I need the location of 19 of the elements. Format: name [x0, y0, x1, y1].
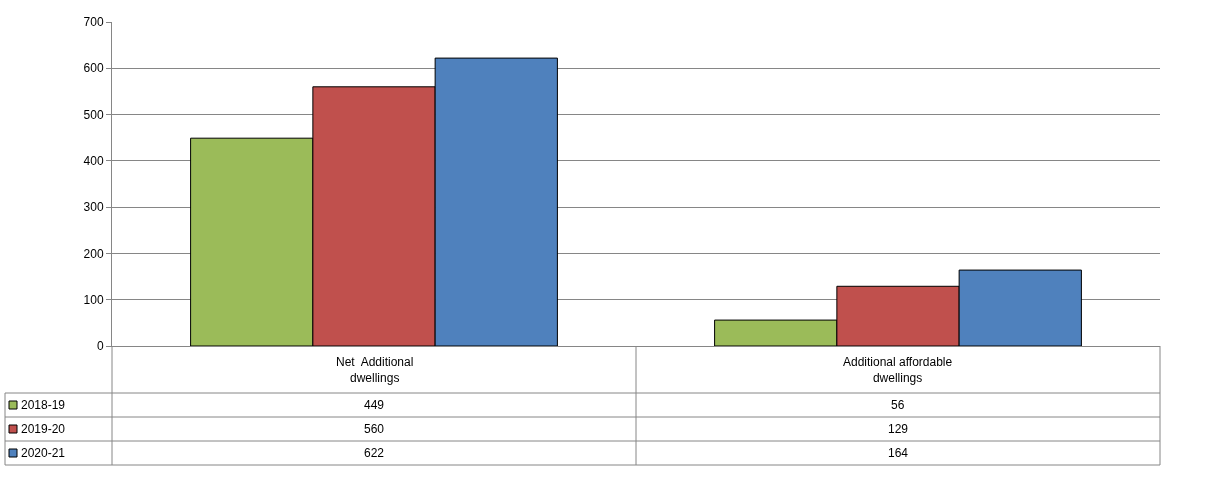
y-tick-label: 300: [83, 200, 104, 215]
x-tick-label: Additional affordable dwellings: [843, 355, 953, 385]
y-tick-label: 700: [83, 15, 104, 30]
y-tick-label: 200: [83, 246, 104, 261]
legend-label: 2019-20: [21, 422, 66, 436]
y-tick-label: 100: [83, 292, 104, 307]
y-tick-label: 500: [83, 107, 104, 122]
data-label: 449: [364, 398, 385, 412]
y-tick-label: 400: [83, 154, 104, 169]
data-label: 622: [364, 446, 385, 460]
data-label: 129: [888, 422, 909, 436]
y-tick-label: 600: [83, 61, 104, 76]
x-tick-label: Net Additional dwellings: [336, 355, 414, 385]
data-label: 560: [364, 422, 385, 436]
data-label: 56: [891, 398, 905, 412]
y-tick-label: 0: [96, 339, 104, 354]
data-label: 164: [888, 446, 909, 460]
legend-label: 2020-21: [21, 446, 66, 460]
legend-label: 2018-19: [21, 398, 66, 412]
